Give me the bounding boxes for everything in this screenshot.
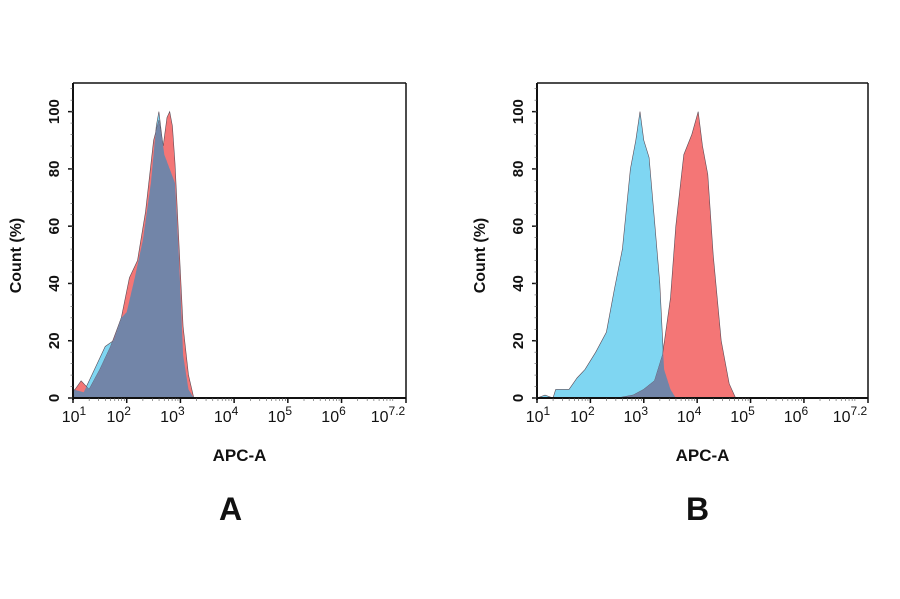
x-tick-base: 10	[62, 409, 80, 426]
y-axis-label: Count (%)	[8, 218, 25, 294]
x-tick-base: 10	[624, 409, 642, 426]
x-tick-exponent: 3	[641, 404, 648, 418]
x-tick-base: 10	[677, 409, 695, 426]
x-tick-label: 101	[62, 404, 87, 426]
x-tick-exponent: 3	[178, 404, 185, 418]
x-tick-label: 103	[160, 404, 185, 426]
x-tick-base: 10	[214, 409, 232, 426]
x-tick-exponent: 1	[80, 404, 87, 418]
x-tick-exponent: 5	[285, 404, 292, 418]
x-tick-base: 10	[321, 409, 339, 426]
y-tick-label: 40	[46, 275, 63, 292]
x-tick-base: 10	[833, 409, 851, 426]
y-tick-label: 80	[510, 161, 527, 178]
y-tick-label: 40	[510, 275, 527, 292]
y-tick-label: 0	[46, 394, 63, 402]
x-tick-exponent: 2	[124, 404, 131, 418]
x-tick-label: 105	[730, 404, 755, 426]
x-tick-label: 102	[570, 404, 595, 426]
y-tick-label: 100	[510, 99, 527, 124]
histogram-overlap	[617, 351, 676, 398]
x-tick-label: 106	[321, 404, 346, 426]
x-tick-exponent: 2	[588, 404, 595, 418]
x-tick-exponent: 6	[801, 404, 808, 418]
x-tick-exponent: 6	[339, 404, 346, 418]
x-tick-base: 10	[160, 409, 178, 426]
x-tick-base: 10	[371, 409, 389, 426]
histogram-series-2	[617, 111, 737, 399]
x-tick-label: 101	[526, 404, 551, 426]
y-tick-label: 20	[46, 332, 63, 349]
histogram-overlap	[73, 120, 194, 398]
x-tick-base: 10	[106, 409, 124, 426]
x-tick-label: 107.2	[833, 404, 868, 426]
x-tick-base: 10	[730, 409, 748, 426]
x-tick-label: 102	[106, 404, 131, 426]
y-tick-label: 80	[46, 161, 63, 178]
y-tick-label: 20	[510, 332, 527, 349]
x-tick-label: 106	[784, 404, 809, 426]
x-tick-exponent: 4	[232, 404, 239, 418]
x-tick-exponent: 1	[544, 404, 551, 418]
x-tick-exponent: 7.2	[389, 404, 406, 418]
y-tick-label: 100	[46, 99, 63, 124]
x-axis-label: APC-A	[676, 446, 730, 465]
x-tick-exponent: 4	[695, 404, 702, 418]
x-axis-label: APC-A	[213, 446, 267, 465]
x-tick-label: 107.2	[371, 404, 406, 426]
x-tick-base: 10	[784, 409, 802, 426]
x-tick-base: 10	[570, 409, 588, 426]
x-tick-label: 103	[624, 404, 649, 426]
panel-label: B	[686, 491, 709, 527]
x-tick-label: 104	[214, 404, 239, 426]
y-tick-label: 60	[510, 218, 527, 235]
y-tick-label: 0	[510, 394, 527, 402]
y-tick-label: 60	[46, 218, 63, 235]
x-tick-label: 105	[268, 404, 293, 426]
y-axis-label: Count (%)	[472, 218, 489, 294]
x-tick-base: 10	[268, 409, 286, 426]
x-tick-base: 10	[526, 409, 544, 426]
histogram-series-1	[536, 111, 677, 399]
x-tick-exponent: 7.2	[851, 404, 868, 418]
x-tick-label: 104	[677, 404, 702, 426]
panel-label: A	[219, 491, 242, 527]
x-tick-exponent: 5	[748, 404, 755, 418]
